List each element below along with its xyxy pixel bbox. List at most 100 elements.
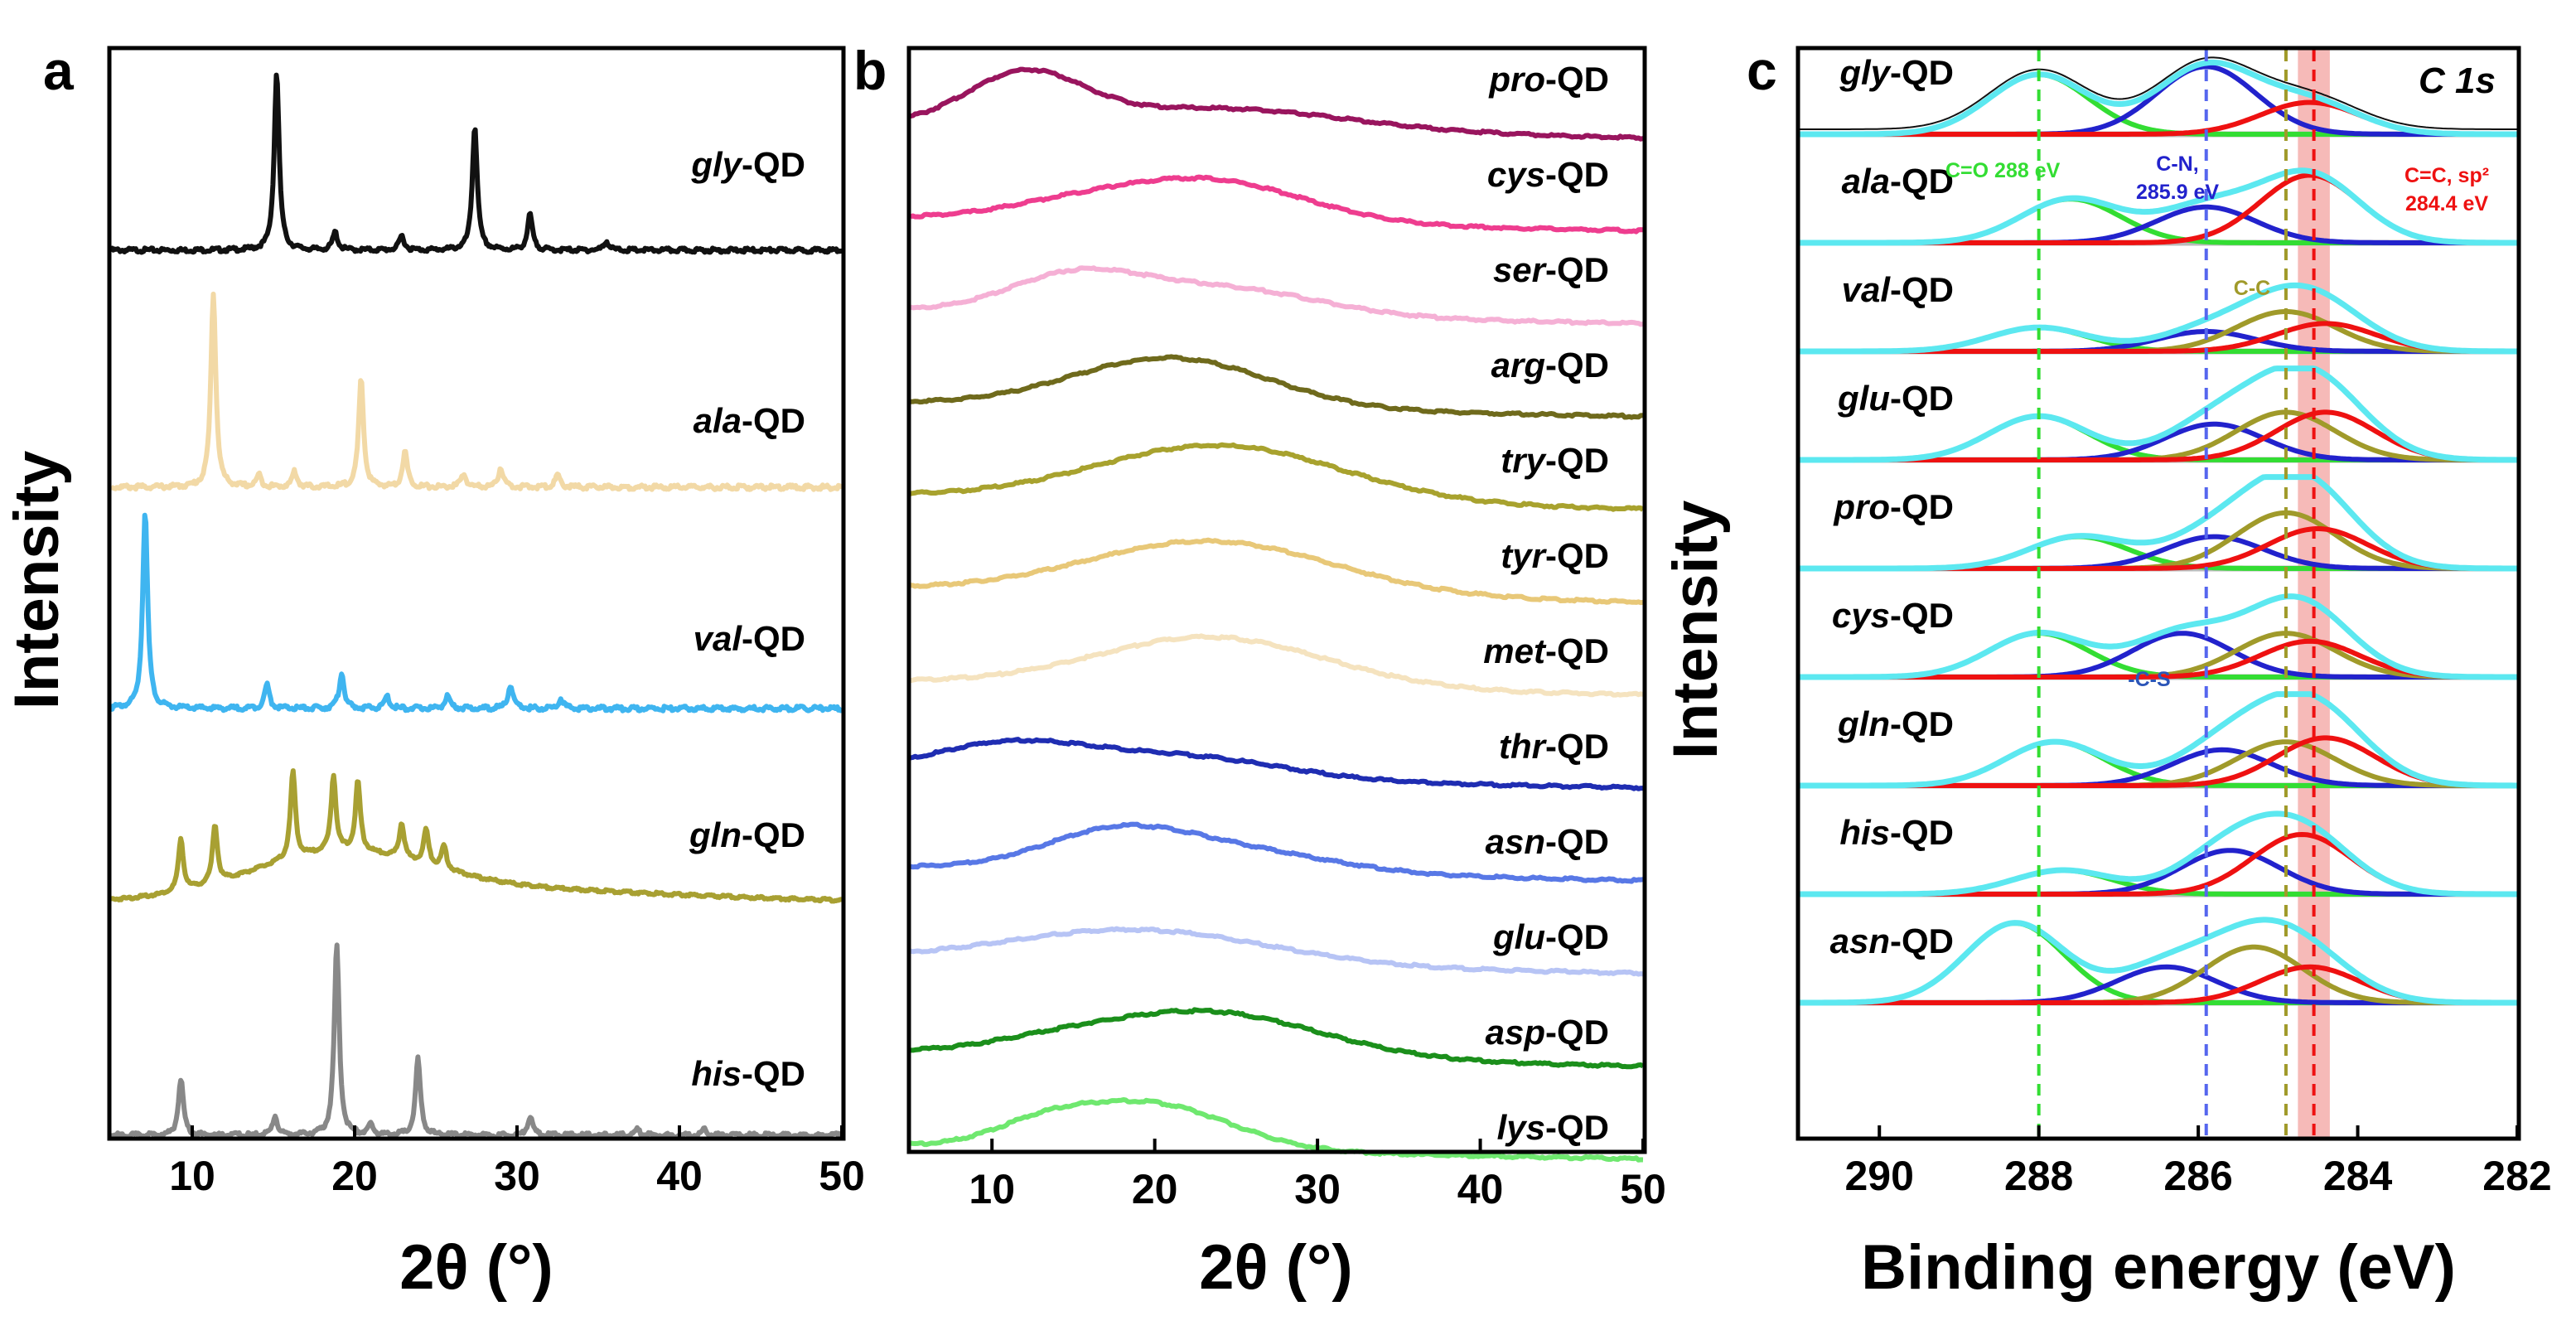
xps-gln-label-suffix: -QD [1890, 704, 1954, 743]
xrd-b-arg-label: arg-QD [1491, 346, 1609, 385]
panel-b-xlabel: 2θ (°) [1199, 1232, 1352, 1303]
panel-b: b pro-QDcys-QDser-QDarg-QDtry-QDtyr-QDme… [853, 40, 1666, 1303]
xps-ala-label-suffix: -QD [1890, 162, 1954, 201]
xps-gly-label: gly-QD [1839, 53, 1954, 92]
xrd-b-try-label: try-QD [1501, 441, 1609, 480]
xrd-b-ser-label-suffix: -QD [1545, 250, 1609, 289]
xps-val-envelope [1800, 282, 2517, 355]
xps-annotation: -C-S [2128, 668, 2170, 691]
panel-b-xtick-label: 20 [1132, 1166, 1178, 1212]
xrd-a-val-line [109, 512, 843, 714]
panel-c-xtick-label: 290 [1845, 1153, 1914, 1199]
xps-asn-envelope [1800, 917, 2517, 1006]
xrd-a-ala-label-suffix: -QD [742, 401, 805, 440]
xps-his-label: his-QD [1839, 813, 1954, 852]
xps-cys-label: cys-QD [1832, 596, 1954, 635]
xrd-b-asp-line [910, 1007, 1645, 1070]
xps-annotation: C-N, [2156, 152, 2198, 176]
xps-glu-label: glu-QD [1837, 379, 1954, 418]
xrd-b-cys-label: cys-QD [1487, 155, 1609, 194]
xrd-b-cys-label-suffix: -QD [1545, 155, 1609, 194]
xps-pro-label-prefix: pro [1833, 487, 1890, 526]
xrd-a-val-label: val-QD [694, 619, 805, 658]
xrd-b-met-label: met-QD [1483, 631, 1609, 670]
panel-c-xtick-label: 286 [2163, 1153, 2232, 1199]
xrd-b-try-line [910, 442, 1645, 512]
xps-val-label-prefix: val [1842, 270, 1892, 309]
panel-c-title: C 1s [2419, 60, 2496, 101]
xps-gly-label-prefix: gly [1839, 53, 1892, 92]
xps-cys-label-prefix: cys [1832, 596, 1890, 635]
xps-asn-label-prefix: asn [1830, 922, 1890, 960]
xps-pro-label-suffix: -QD [1890, 487, 1954, 526]
xrd-a-his-label-suffix: -QD [742, 1054, 805, 1093]
xps-cys-group [1800, 593, 2517, 680]
xrd-b-glu-line [910, 926, 1644, 977]
xrd-b-ser-label-prefix: ser [1493, 250, 1548, 289]
xrd-b-thr-label: thr-QD [1499, 727, 1609, 766]
panel-b-xtick-label: 30 [1294, 1166, 1341, 1212]
xrd-a-val-label-suffix: -QD [742, 619, 805, 658]
panel-b-xtick-label: 10 [969, 1166, 1015, 1212]
xrd-a-gln-line [109, 768, 843, 904]
xps-cys-label-suffix: -QD [1890, 596, 1954, 635]
xps-pro-envelope [1800, 474, 2517, 572]
xrd-a-his-label: his-QD [691, 1054, 805, 1093]
xps-glu-group [1800, 365, 2517, 463]
xrd-b-lys-line [910, 1097, 1644, 1163]
xrd-a-gln-label-prefix: gln [689, 815, 742, 854]
xrd-b-tyr-label: tyr-QD [1501, 536, 1609, 575]
xrd-b-thr-line [910, 737, 1644, 791]
xrd-b-met-label-suffix: -QD [1545, 631, 1609, 670]
panel-a-ylabel: Intensity [2, 451, 72, 710]
xps-val-label: val-QD [1842, 270, 1954, 309]
xrd-b-lys-label-suffix: -QD [1545, 1108, 1609, 1147]
panel-b-xtick-label: 40 [1457, 1166, 1504, 1212]
xrd-b-glu-label-prefix: glu [1492, 917, 1545, 956]
xrd-b-try-label-suffix: -QD [1545, 441, 1609, 480]
panel-a-xtick-label: 50 [819, 1153, 865, 1199]
xps-glu-label-prefix: glu [1837, 379, 1890, 418]
xrd-a-gly-label-suffix: -QD [742, 145, 805, 184]
xps-cys-envelope [1800, 593, 2517, 680]
xrd-b-lys-label-prefix: lys [1497, 1108, 1545, 1147]
panel-a-letter: a [43, 40, 75, 101]
xrd-b-asn-label: asn-QD [1486, 822, 1609, 861]
xrd-b-try-label-prefix: try [1501, 441, 1547, 480]
panel-a-xtick-label: 40 [656, 1153, 703, 1199]
xps-gln-label: gln-QD [1837, 704, 1954, 743]
xps-pro-label: pro-QD [1833, 487, 1954, 526]
xps-his-label-suffix: -QD [1890, 813, 1954, 852]
xps-val-group [1800, 282, 2517, 355]
panel-a-xtick-label: 20 [331, 1153, 378, 1199]
xrd-b-ser-line [910, 265, 1644, 327]
panel-c-ylabel: Intensity [1660, 501, 1731, 760]
xps-ala-label: ala-QD [1842, 162, 1954, 201]
xrd-b-asp-label: asp-QD [1486, 1013, 1609, 1052]
panel-b-letter: b [853, 40, 887, 101]
panel-c-xlabel: Binding energy (eV) [1861, 1232, 2456, 1303]
xrd-a-ala-line [109, 291, 844, 492]
panel-a-xtick-label: 30 [494, 1153, 540, 1199]
xps-asn-label-suffix: -QD [1890, 922, 1954, 960]
xps-annotation: 284.4 eV [2405, 192, 2488, 215]
xrd-a-his-label-prefix: his [691, 1054, 742, 1093]
xps-annotation: 285.9 eV [2136, 181, 2219, 204]
xrd-a-gln-label-suffix: -QD [742, 815, 805, 854]
xrd-a-gln-label: gln-QD [689, 815, 805, 854]
panel-c-xtick-label: 282 [2482, 1153, 2551, 1199]
xrd-b-pro-label-suffix: -QD [1545, 60, 1609, 99]
xrd-b-glu-label: glu-QD [1492, 917, 1609, 956]
xrd-b-asn-line [910, 821, 1644, 884]
panel-a-xtick-label: 10 [169, 1153, 215, 1199]
xrd-a-val-label-prefix: val [694, 619, 743, 658]
xps-glu-label-suffix: -QD [1890, 379, 1954, 418]
xps-annotation: C-C [2234, 277, 2270, 300]
xrd-b-ser-label: ser-QD [1493, 250, 1609, 289]
panel-a-frame [107, 46, 846, 1141]
xps-pro-group [1800, 474, 2517, 572]
xrd-b-cys-line [909, 174, 1644, 235]
xps-asn-group [1800, 917, 2517, 1006]
xps-val-label-suffix: -QD [1890, 270, 1954, 309]
